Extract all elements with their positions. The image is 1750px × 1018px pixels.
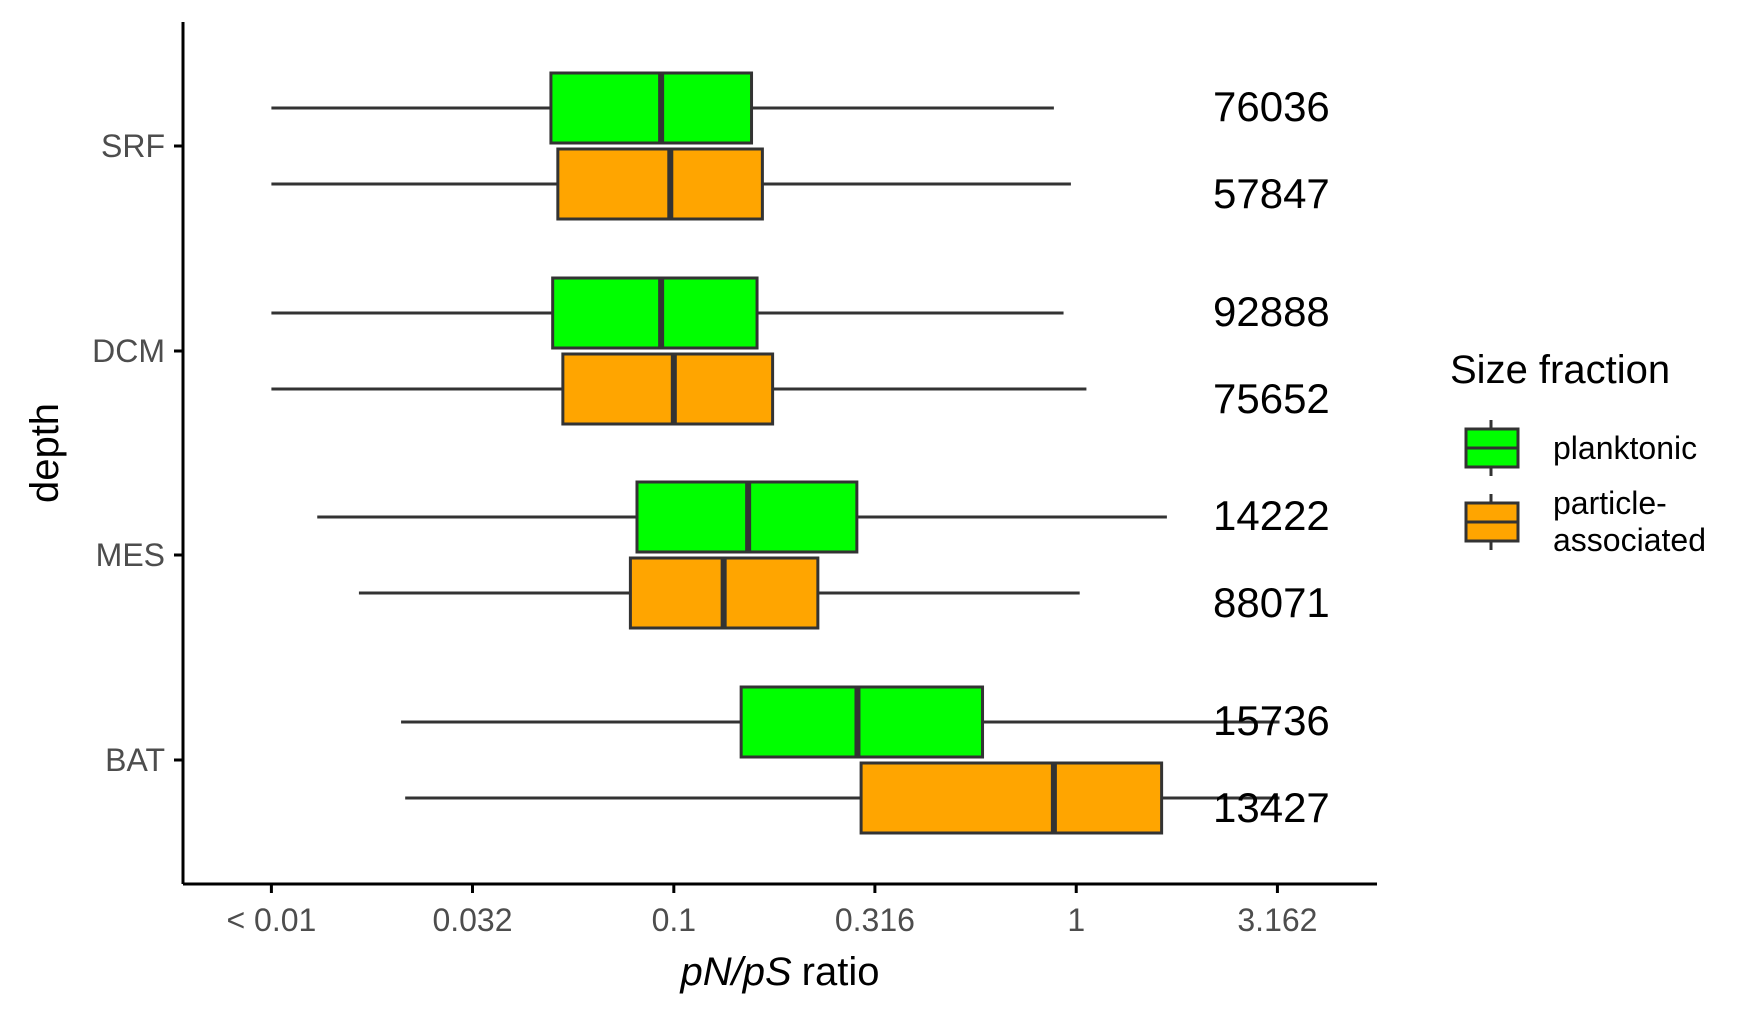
y-axis-title: depth xyxy=(23,403,67,503)
boxes-layer xyxy=(271,71,1280,835)
count-labels-layer: 76036 92888 14222 15736 57847 75652 88071 13427 xyxy=(1213,83,1330,831)
count-label-particle-associated-SRF: 57847 xyxy=(1213,170,1330,217)
y-ticks-layer: SRF DCM MES BAT xyxy=(92,128,183,778)
count-label-planktonic-SRF: 76036 xyxy=(1213,83,1330,130)
box-particle-associated-BAT xyxy=(405,761,1280,835)
legend-entry-0: planktonic xyxy=(1464,420,1697,476)
x-tick-label: 0.1 xyxy=(652,902,696,938)
x-tick-label: 3.162 xyxy=(1237,902,1317,938)
legend-title: Size fraction xyxy=(1450,348,1670,392)
box-particle-associated-MES xyxy=(358,556,1080,630)
box-particle-associated-SRF xyxy=(271,147,1071,221)
x-tick-label: 1 xyxy=(1067,902,1085,938)
box-planktonic-MES xyxy=(317,480,1167,554)
legend-entry-1: particle-associated xyxy=(1464,485,1706,558)
legend-entries: planktonic particle-associated xyxy=(1464,420,1706,558)
count-label-planktonic-BAT: 15736 xyxy=(1213,697,1330,744)
x-tick-label: 0.316 xyxy=(835,902,915,938)
legend-label: particle- xyxy=(1553,485,1667,521)
box-planktonic-BAT xyxy=(401,685,1280,759)
box-iqr xyxy=(859,761,1164,835)
x-tick-label: < 0.01 xyxy=(226,902,316,938)
legend-label: planktonic xyxy=(1553,430,1697,466)
count-label-particle-associated-BAT: 13427 xyxy=(1213,784,1330,831)
x-axis-title-plain: ratio xyxy=(802,950,880,994)
axes-layer xyxy=(181,22,1377,886)
x-axis-title-italic: pN/pS xyxy=(680,950,792,994)
count-label-planktonic-MES: 14222 xyxy=(1213,492,1330,539)
box-iqr xyxy=(549,71,754,145)
x-ticks-layer: < 0.01 0.032 0.1 0.316 1 3.162 xyxy=(226,884,1317,938)
count-label-planktonic-DCM: 92888 xyxy=(1213,288,1330,335)
legend-label: associated xyxy=(1553,522,1706,558)
x-axis-title: pN/pS ratio xyxy=(680,950,880,994)
box-planktonic-DCM xyxy=(271,276,1064,350)
box-planktonic-SRF xyxy=(271,71,1054,145)
box-iqr xyxy=(551,276,759,350)
y-tick-label-bat: BAT xyxy=(105,742,165,778)
legend: Size fraction planktonic particle-associa… xyxy=(1450,348,1706,558)
box-iqr xyxy=(739,685,985,759)
y-tick-label-srf: SRF xyxy=(101,128,165,164)
y-tick-label-dcm: DCM xyxy=(92,333,165,369)
box-particle-associated-DCM xyxy=(271,352,1087,426)
count-label-particle-associated-MES: 88071 xyxy=(1213,579,1330,626)
box-iqr xyxy=(556,147,764,221)
box-iqr xyxy=(561,352,775,426)
x-tick-label: 0.032 xyxy=(432,902,512,938)
count-label-particle-associated-DCM: 75652 xyxy=(1213,375,1330,422)
y-tick-label-mes: MES xyxy=(96,537,165,573)
